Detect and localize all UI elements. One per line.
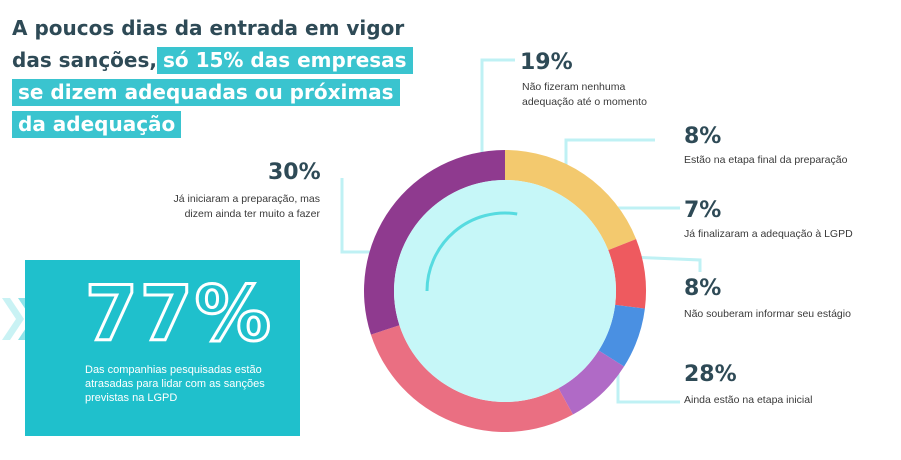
slice-label-pct-5: 30% xyxy=(268,160,321,185)
slice-desc-0: Não fizeram nenhuma adequação até o mome… xyxy=(522,80,647,110)
slice-desc-2: Já finalizaram a adequação à LGPD xyxy=(684,227,853,242)
donut-slice-5 xyxy=(363,150,505,335)
slice-desc-2-line-1: Já finalizaram a adequação à LGPD xyxy=(684,228,853,240)
slice-label-pct-4: 28% xyxy=(684,362,737,387)
slice-label-pct-3: 8% xyxy=(684,276,722,301)
slice-label-pct-1: 8% xyxy=(684,124,722,149)
slice-desc-5: Já iniciaram a preparação, mas dizem ain… xyxy=(174,192,320,222)
donut-slice-3 xyxy=(558,350,625,415)
headline-line-4: da adequação xyxy=(12,108,372,140)
headline-line-1: A poucos dias da entrada em vigor xyxy=(12,16,405,40)
headline-line-2-highlight: só 15% das empresas xyxy=(156,47,413,74)
slice-desc-1: Estão na etapa final da preparação xyxy=(684,153,847,168)
headline-line-2: das sanções, só 15% das empresas xyxy=(12,44,413,76)
donut-slice-1 xyxy=(608,239,646,309)
headline: A poucos dias da entrada em vigor das sa… xyxy=(12,12,413,140)
slice-label-pct-0: 19% xyxy=(520,50,573,75)
headline-line-2-plain: das sanções, xyxy=(12,48,157,72)
slice-desc-4: Ainda estão na etapa inicial xyxy=(684,393,812,408)
leader-line-3 xyxy=(627,255,702,272)
slice-desc-5-line-1: Já iniciaram a preparação, mas xyxy=(173,193,320,205)
callout-value: 77% xyxy=(84,269,273,358)
slice-desc-1-line-1: Estão na etapa final da preparação xyxy=(684,154,848,166)
slice-desc-3-line-1: Não souberam informar seu estágio xyxy=(684,308,851,320)
leader-line-0 xyxy=(480,58,515,158)
donut-slice-4 xyxy=(370,325,573,432)
slice-desc-4-line-1: Ainda estão na etapa inicial xyxy=(684,394,813,406)
donut-slice-0 xyxy=(505,150,637,251)
slice-desc-5-line-2: dizem ainda ter muito a fazer xyxy=(184,208,320,220)
callout-box: 77% Das companhias pesquisadas estão atr… xyxy=(25,260,300,436)
headline-line-4-highlight: da adequação xyxy=(12,111,182,138)
slice-desc-0-line-1: Não fizeram nenhuma xyxy=(522,81,626,93)
inner-decorative-arc xyxy=(425,211,518,292)
slice-label-pct-2: 7% xyxy=(684,198,722,223)
callout-text: Das companhias pesquisadas estão atrasad… xyxy=(85,364,265,404)
headline-line-3: se dizem adequadas ou próximas xyxy=(12,76,400,108)
donut-slice-2 xyxy=(598,304,645,367)
leader-line-4 xyxy=(616,360,680,404)
headline-line-3-highlight: se dizem adequadas ou próximas xyxy=(12,79,400,106)
slice-desc-3: Não souberam informar seu estágio xyxy=(684,307,851,322)
slice-desc-0-line-2: adequação até o momento xyxy=(522,96,647,108)
